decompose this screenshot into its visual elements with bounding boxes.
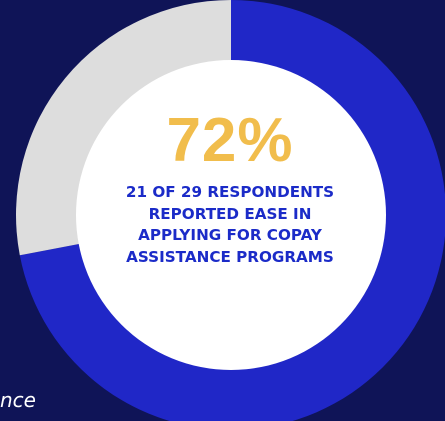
donut-center-label: 72% 21 OF 29 RESPONDENTS REPORTED EASE I… (85, 110, 375, 268)
percent-value: 72% (166, 106, 294, 175)
description-text: 21 OF 29 RESPONDENTS REPORTED EASE IN AP… (125, 183, 335, 266)
footnote-fragment: nce (0, 388, 36, 412)
donut-center (76, 60, 386, 370)
